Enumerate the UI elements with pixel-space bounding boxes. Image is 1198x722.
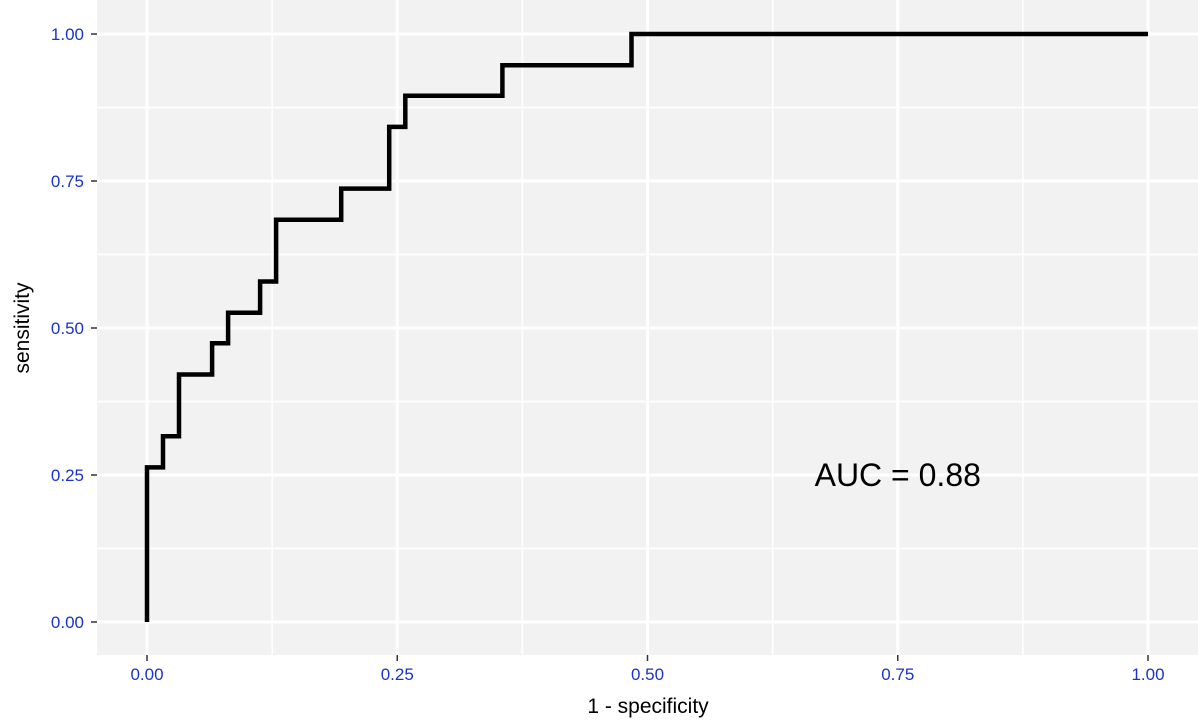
y-tick-label: 0.50 (51, 319, 84, 338)
x-tick-label: 0.50 (631, 665, 664, 684)
y-axis-title: sensitivity (11, 282, 34, 374)
y-tick-label: 0.25 (51, 466, 84, 485)
x-tick-label: 1.00 (1131, 665, 1164, 684)
y-tick-label: 0.75 (51, 172, 84, 191)
y-tick-labels: 0.00 0.25 0.50 0.75 1.00 (51, 25, 84, 632)
x-tick-labels: 0.00 0.25 0.50 0.75 1.00 (130, 665, 1164, 684)
auc-annotation: AUC = 0.88 (815, 457, 981, 493)
x-axis-title: 1 - specificity (587, 695, 709, 718)
x-tick-label: 0.00 (130, 665, 163, 684)
x-tick-label: 0.25 (381, 665, 414, 684)
x-tick-label: 0.75 (881, 665, 914, 684)
y-tick-label: 0.00 (51, 613, 84, 632)
y-tick-label: 1.00 (51, 25, 84, 44)
